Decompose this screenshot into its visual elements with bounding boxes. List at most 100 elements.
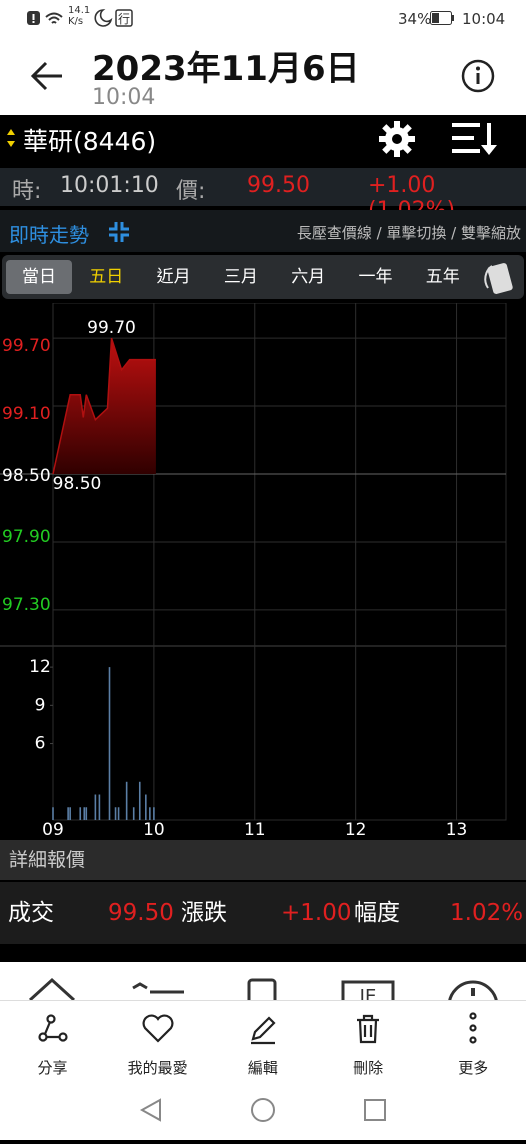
volume-bar — [67, 807, 69, 820]
period-tab[interactable]: 當日 — [6, 260, 72, 294]
stock-arrows — [7, 129, 15, 147]
volume-bar — [79, 807, 82, 820]
system-nav — [0, 1088, 526, 1140]
price-label: 價: — [176, 179, 206, 204]
bottom-action-icon — [37, 1014, 68, 1042]
x-tick-label: 12 — [345, 820, 367, 838]
volume-bar — [125, 781, 128, 820]
volume-bar — [153, 807, 155, 820]
rotate-icon[interactable] — [482, 258, 522, 298]
net-unit: K/s — [68, 16, 84, 27]
bottom-action-label: 分享 — [37, 1059, 68, 1077]
info-button[interactable] — [460, 58, 496, 94]
cut-icons: IE — [0, 962, 526, 1002]
annotation: 98.50 — [53, 474, 102, 494]
status-icons — [27, 11, 63, 25]
volume-bar — [132, 807, 135, 820]
bottom-action-icon — [250, 1016, 276, 1045]
section-title: 即時走勢 — [9, 223, 89, 247]
back-key[interactable] — [139, 1098, 161, 1122]
bottom-action[interactable]: 我的最愛 — [105, 1011, 210, 1078]
volume-bar — [83, 807, 86, 820]
battery-level: 34% — [398, 10, 432, 28]
chart: 09 10 11 12 13 99.70 99.10 98.50 97.90 97.30 99.70… — [0, 303, 507, 838]
bottom-action[interactable]: 分享 — [0, 1011, 105, 1078]
bottom-action-label: 刪除 — [353, 1059, 384, 1077]
detail-value: 99.50 — [108, 900, 174, 926]
volume-bar — [117, 807, 120, 820]
period-tab[interactable]: 五年 — [425, 267, 460, 287]
net-speed: 14.1 — [68, 5, 91, 16]
bottom-action-label: 編輯 — [247, 1059, 278, 1077]
section-bar: 即時走勢 長壓查價線 / 單擊切換 / 雙擊縮放 — [0, 210, 526, 252]
y-tick-label: 97.30 — [2, 595, 51, 615]
bottom-action-icon — [357, 1014, 380, 1044]
sort-button[interactable] — [450, 119, 500, 159]
shrink-icon[interactable] — [108, 221, 130, 243]
quote-time: 10:01:10 — [60, 173, 159, 198]
y-tick-label: 98.50 — [2, 466, 51, 486]
detail-label: 漲跌 — [181, 900, 227, 926]
bottom-action-icon — [142, 1014, 174, 1043]
period-tab[interactable]: 六月 — [291, 267, 326, 287]
volume-tick-label: 9 — [35, 695, 46, 715]
stock-name: 華研(8446) — [23, 127, 157, 156]
status-bar: 14.1 K/s 行 34% 10:04 — [0, 0, 526, 36]
annotation: 99.70 — [87, 318, 136, 338]
header-title: 2023年11月6日 — [92, 49, 360, 89]
price-area — [53, 338, 156, 474]
clock: 10:04 — [462, 10, 506, 28]
volume-bar — [145, 794, 147, 820]
detail-label: 成交 — [8, 900, 54, 926]
home-key[interactable] — [251, 1098, 275, 1122]
cut-icons-art: IE — [28, 977, 499, 1002]
recent-key[interactable] — [364, 1099, 386, 1121]
volume-bar — [149, 807, 151, 820]
bottom-action-label: 我的最愛 — [127, 1059, 188, 1077]
settings-button[interactable] — [377, 119, 417, 159]
bottom-action-icon — [469, 1012, 477, 1044]
section-hint: 長壓查價線 / 單擊切換 / 雙擊縮放 — [296, 224, 521, 242]
header-subtitle: 10:04 — [92, 85, 156, 110]
back-button[interactable] — [28, 58, 68, 94]
detail-bar: 詳細報價 — [0, 840, 526, 880]
volume-tick-label: 12 — [29, 657, 51, 677]
period-tabs: 當日 五日 近月 三月 六月 一年 五年 — [2, 255, 524, 299]
volume-bar — [138, 781, 141, 820]
system-nav-art — [139, 1098, 386, 1122]
bottom-action-label: 更多 — [458, 1059, 489, 1077]
detail-value: 1.02% — [450, 900, 524, 926]
detail-title: 詳細報價 — [9, 849, 86, 871]
x-tick-label: 11 — [244, 820, 266, 838]
stock-row: 華研(8446) — [0, 115, 526, 165]
detail-row: 成交 99.50 漲跌 +1.00 幅度 1.02% — [0, 882, 526, 944]
volume-bar — [94, 794, 97, 820]
svg-text:行: 行 — [118, 12, 130, 26]
time-label: 時: — [12, 179, 42, 204]
volume-tick-label: 6 — [35, 734, 46, 754]
quote-bar: 時: 10:01:10 價: 99.50 +1.00 (1.02%) — [0, 168, 526, 223]
bottom-bar: 分享 我的最愛 編輯 刪除 更多 — [0, 1000, 526, 1089]
svg-text:IE: IE — [360, 986, 377, 1002]
price-line — [52, 337, 156, 475]
volume-bar — [69, 807, 71, 820]
header: 2023年11月6日 10:04 — [0, 36, 526, 115]
volume-bar — [52, 807, 54, 820]
quote-price: 99.50 — [247, 173, 310, 198]
bottom-action[interactable]: 更多 — [421, 1011, 526, 1078]
volume-bar — [85, 807, 88, 820]
volume-bar — [98, 794, 101, 820]
detail-value: +1.00 — [281, 900, 352, 926]
period-tab[interactable]: 一年 — [358, 267, 393, 287]
y-tick-label: 99.70 — [2, 336, 51, 356]
period-tab[interactable]: 近月 — [156, 267, 191, 287]
x-tick-label: 13 — [446, 820, 468, 838]
period-tab[interactable]: 五日 — [89, 267, 124, 287]
bottom-action[interactable]: 刪除 — [316, 1011, 421, 1078]
volume-bar — [114, 807, 117, 820]
detail-label: 幅度 — [354, 900, 400, 926]
period-tab[interactable]: 三月 — [223, 267, 258, 287]
y-tick-label: 99.10 — [2, 404, 51, 424]
bottom-action[interactable]: 編輯 — [210, 1011, 315, 1078]
